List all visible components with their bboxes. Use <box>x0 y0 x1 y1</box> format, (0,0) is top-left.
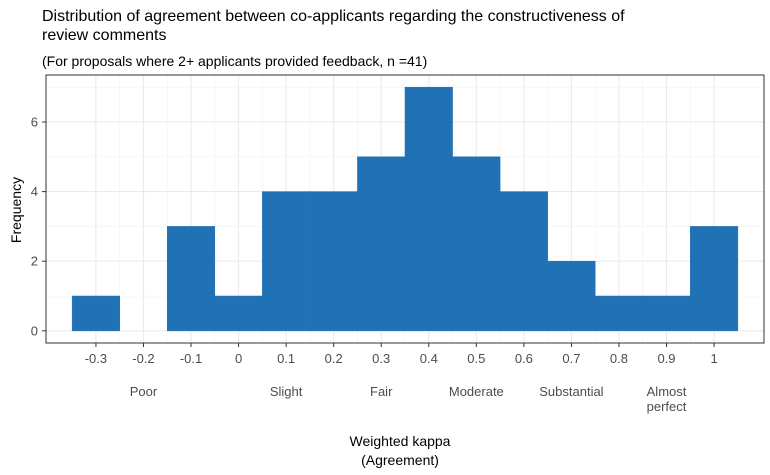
histogram-bar <box>71 295 120 332</box>
x-tick-label: 0.1 <box>277 351 295 366</box>
x-tick-label: -0.3 <box>85 351 107 366</box>
histogram-bar <box>547 260 596 332</box>
histogram-bar <box>214 295 263 332</box>
histogram-bar <box>594 295 643 332</box>
agreement-band-labels: Poor Slight Fair Moderate Substantial Almostp… <box>130 384 687 414</box>
x-axis-title-line-1: Weighted kappa <box>350 433 451 449</box>
histogram-bar <box>642 295 691 332</box>
agreement-band-label: Almost <box>647 384 687 399</box>
chart-title-line-1: Distribution of agreement between co-app… <box>42 8 625 25</box>
x-tick-label: 1 <box>710 351 717 366</box>
x-tick-label: -0.1 <box>180 351 202 366</box>
x-tick-label: 0.9 <box>657 351 675 366</box>
axis-titles: Frequency Weighted kappa (Agreement) <box>8 177 451 468</box>
chart-subtitle: (For proposals where 2+ applicants provi… <box>42 53 427 69</box>
agreement-band-label: perfect <box>647 399 687 414</box>
plot-panel-border <box>45 74 765 344</box>
histogram-bar <box>404 86 453 332</box>
agreement-band-label: Moderate <box>449 384 504 399</box>
y-tick-label: 6 <box>31 114 38 129</box>
x-tick-label: 0.3 <box>372 351 390 366</box>
y-axis-title: Frequency <box>8 177 24 243</box>
x-tick-label: 0.5 <box>467 351 485 366</box>
agreement-band-label: Fair <box>370 384 393 399</box>
x-tick-label: 0.6 <box>515 351 533 366</box>
y-tick-label: 0 <box>31 323 38 338</box>
chart-titles: Distribution of agreement between co-app… <box>42 8 625 69</box>
x-axis-title-line-2: (Agreement) <box>361 452 439 468</box>
agreement-band-label: Substantial <box>539 384 603 399</box>
x-tick-label: 0.8 <box>610 351 628 366</box>
histogram-bar <box>309 191 358 332</box>
histogram-bars <box>71 86 739 332</box>
agreement-band-label: Poor <box>130 384 158 399</box>
x-tick-label: 0.7 <box>562 351 580 366</box>
histogram-bar <box>452 156 501 332</box>
chart-title-line-2: review comments <box>42 27 166 44</box>
x-tick-label: 0.4 <box>420 351 438 366</box>
x-tick-label: 0.2 <box>325 351 343 366</box>
y-tick-label: 2 <box>31 254 38 269</box>
agreement-band-label: Slight <box>270 384 303 399</box>
histogram-bar <box>357 156 406 332</box>
histogram-bar <box>690 226 739 332</box>
axes: -0.3 -0.2 -0.1 0 0.1 0.2 0.3 0.4 0.5 0.6 0.7 0.8 0.9… <box>31 114 718 366</box>
histogram-bar <box>499 191 548 332</box>
y-tick-label: 4 <box>31 184 38 199</box>
histogram-bar <box>167 226 216 332</box>
x-tick-label: 0 <box>235 351 242 366</box>
x-tick-label: -0.2 <box>132 351 154 366</box>
histogram-bar <box>262 191 311 332</box>
